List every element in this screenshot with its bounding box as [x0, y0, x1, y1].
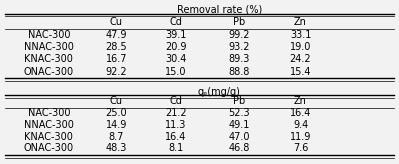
Text: 14.9: 14.9 — [106, 120, 127, 130]
Text: NNAC-300: NNAC-300 — [24, 120, 74, 130]
Text: 16.4: 16.4 — [290, 108, 311, 118]
Text: Cu: Cu — [110, 96, 123, 106]
Text: 88.8: 88.8 — [229, 67, 250, 77]
Text: qₑ(mg/g): qₑ(mg/g) — [198, 87, 241, 97]
Text: 25.0: 25.0 — [105, 108, 127, 118]
Text: ONAC-300: ONAC-300 — [24, 144, 74, 154]
Text: 49.1: 49.1 — [229, 120, 250, 130]
Text: 7.6: 7.6 — [293, 144, 308, 154]
Text: Cd: Cd — [169, 17, 182, 27]
Text: 16.7: 16.7 — [106, 54, 127, 64]
Text: 47.9: 47.9 — [106, 30, 127, 40]
Text: Zn: Zn — [294, 96, 307, 106]
Text: 52.3: 52.3 — [228, 108, 250, 118]
Text: 33.1: 33.1 — [290, 30, 311, 40]
Text: NAC-300: NAC-300 — [28, 108, 70, 118]
Text: 47.0: 47.0 — [228, 132, 250, 142]
Text: 15.4: 15.4 — [290, 67, 311, 77]
Text: 20.9: 20.9 — [165, 42, 186, 52]
Text: 15.0: 15.0 — [165, 67, 186, 77]
Text: Removal rate (%): Removal rate (%) — [177, 5, 262, 15]
Text: KNAC-300: KNAC-300 — [24, 132, 73, 142]
Text: 92.2: 92.2 — [105, 67, 127, 77]
Text: 16.4: 16.4 — [165, 132, 186, 142]
Text: 11.9: 11.9 — [290, 132, 311, 142]
Text: 93.2: 93.2 — [228, 42, 250, 52]
Text: ONAC-300: ONAC-300 — [24, 67, 74, 77]
Text: 19.0: 19.0 — [290, 42, 311, 52]
Text: 24.2: 24.2 — [290, 54, 311, 64]
Text: 21.2: 21.2 — [165, 108, 187, 118]
Text: NAC-300: NAC-300 — [28, 30, 70, 40]
Text: 30.4: 30.4 — [165, 54, 186, 64]
Text: Cd: Cd — [169, 96, 182, 106]
Text: 46.8: 46.8 — [229, 144, 250, 154]
Text: 8.1: 8.1 — [168, 144, 184, 154]
Text: Zn: Zn — [294, 17, 307, 27]
Text: 89.3: 89.3 — [229, 54, 250, 64]
Text: 28.5: 28.5 — [105, 42, 127, 52]
Text: 48.3: 48.3 — [106, 144, 127, 154]
Text: KNAC-300: KNAC-300 — [24, 54, 73, 64]
Text: 9.4: 9.4 — [293, 120, 308, 130]
Text: Cu: Cu — [110, 17, 123, 27]
Text: 11.3: 11.3 — [165, 120, 186, 130]
Text: 8.7: 8.7 — [109, 132, 124, 142]
Text: 39.1: 39.1 — [165, 30, 186, 40]
Text: Pb: Pb — [233, 96, 245, 106]
Text: NNAC-300: NNAC-300 — [24, 42, 74, 52]
Text: 99.2: 99.2 — [228, 30, 250, 40]
Text: Pb: Pb — [233, 17, 245, 27]
